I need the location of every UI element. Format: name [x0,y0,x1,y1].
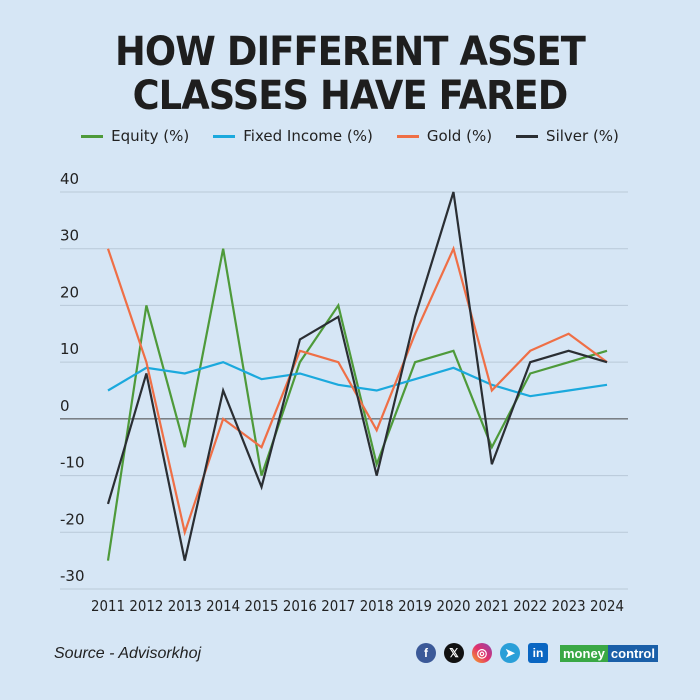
x-tick-label: 2021 [475,597,509,615]
x-tick-label: 2019 [398,597,432,615]
x-tick-label: 2017 [321,597,355,615]
x-tick-label: 2016 [283,597,317,615]
series-line-equity [106,248,608,561]
y-tick-label: 20 [60,283,79,301]
moneycontrol-logo: money control [560,644,658,662]
legend-swatch [81,134,104,138]
x-tick-label: 2014 [206,597,240,615]
y-tick-label: 10 [60,340,79,358]
y-tick-label: -30 [60,567,85,585]
y-tick-label: 40 [60,170,79,188]
y-tick-label: -10 [60,454,85,472]
series-line-fixed-income [107,360,608,398]
x-tick-label: 2018 [360,597,394,615]
legend-swatch [516,134,539,138]
y-tick-label: 0 [60,397,70,415]
source-note: Source - Advisorkhoj [54,645,202,662]
instagram-icon[interactable]: ◎ [472,643,492,663]
logo-part-1: money [560,644,608,662]
legend-swatch [396,134,419,138]
x-tick-label: 2013 [168,597,202,615]
legend-label: Gold (%) [426,127,493,145]
x-tick-label: 2023 [552,597,586,615]
series-line-gold [106,245,608,537]
legend-swatch [213,134,236,138]
facebook-icon[interactable]: f [416,643,436,663]
x-tick-label: 2012 [129,597,163,615]
legend-item: Gold (%) [396,127,493,145]
x-tick-label: 2020 [436,597,470,615]
legend-item: Fixed Income (%) [213,127,373,145]
legend-label: Fixed Income (%) [243,127,373,145]
linkedin-icon[interactable]: in [528,643,548,663]
title-line-2: CLASSES HAVE FARED [132,73,569,119]
series-line-silver [106,191,608,561]
x-tick-label: 2011 [91,597,125,615]
y-tick-label: -20 [60,510,85,528]
title-line-1: HOW DIFFERENT ASSET [115,29,586,75]
x-tick-label: 2015 [245,597,279,615]
social-icons: f 𝕏 ◎ ➤ in money control [416,643,658,663]
x-icon[interactable]: 𝕏 [444,643,464,663]
legend-item: Equity (%) [81,127,189,145]
logo-part-2: control [607,644,658,662]
x-tick-label: 2022 [513,597,547,615]
legend-label: Equity (%) [111,127,190,145]
legend: Equity (%) Fixed Income (%) Gold (%) Silver… [0,127,700,145]
legend-label: Silver (%) [546,127,619,145]
x-tick-label: 2024 [590,597,624,615]
y-tick-label: 30 [60,227,79,245]
chart-title: HOW DIFFERENT ASSET CLASSES HAVE FARED [28,30,672,118]
telegram-icon[interactable]: ➤ [500,643,520,663]
legend-item: Silver (%) [516,127,619,145]
